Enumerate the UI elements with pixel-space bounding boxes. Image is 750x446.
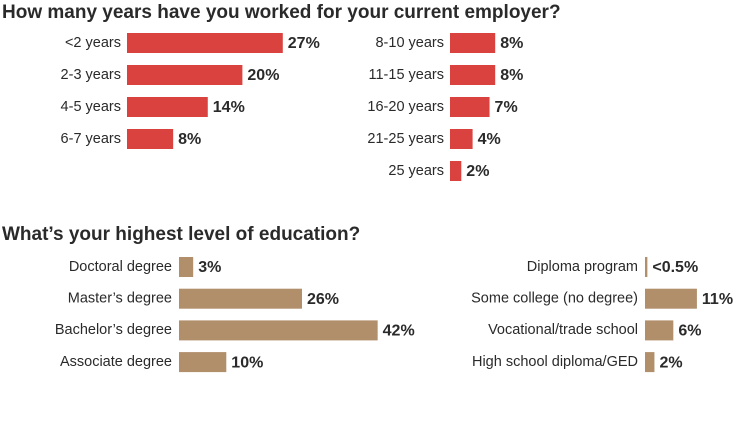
value-label: 3% — [198, 259, 221, 276]
bar — [127, 33, 283, 53]
category-label: Diploma program — [527, 259, 638, 275]
value-label: 2% — [659, 354, 682, 371]
bar — [645, 257, 648, 277]
category-label: <2 years — [65, 35, 121, 51]
value-label: 42% — [383, 323, 415, 340]
value-label: 8% — [178, 131, 201, 148]
category-label: 11-15 years — [369, 67, 445, 83]
value-label: 4% — [478, 131, 501, 148]
category-label: Vocational/trade school — [488, 322, 638, 338]
category-label: Associate degree — [60, 354, 172, 370]
value-label: 7% — [495, 99, 518, 116]
bar — [179, 257, 194, 277]
value-label: <0.5% — [652, 259, 698, 276]
category-label: Bachelor’s degree — [55, 322, 172, 338]
category-label: Doctoral degree — [69, 259, 172, 275]
bar — [645, 320, 674, 341]
value-label: 11% — [702, 291, 733, 308]
category-label: 25 years — [388, 163, 444, 179]
bar — [179, 352, 227, 373]
value-label: 2% — [466, 163, 489, 180]
value-label: 14% — [213, 99, 245, 116]
category-label: 6-7 years — [61, 131, 121, 147]
value-label: 26% — [307, 291, 339, 308]
value-label: 8% — [500, 35, 523, 52]
bar — [645, 352, 655, 373]
bar — [450, 33, 496, 53]
bar — [127, 65, 243, 85]
category-label: Master’s degree — [68, 291, 172, 307]
category-label: 8-10 years — [375, 35, 444, 51]
bar — [450, 97, 490, 117]
section-title: What’s your highest level of education? — [2, 224, 360, 245]
value-label: 10% — [231, 354, 263, 371]
bar — [450, 65, 496, 85]
category-label: 2-3 years — [61, 67, 121, 83]
value-label: 8% — [500, 67, 523, 84]
category-label: 21-25 years — [367, 131, 444, 147]
bar — [127, 97, 208, 117]
bar — [645, 288, 697, 309]
category-label: 4-5 years — [61, 99, 121, 115]
value-label: 20% — [247, 67, 279, 84]
bar — [450, 129, 473, 149]
category-label: High school diploma/GED — [472, 354, 638, 370]
category-label: Some college (no degree) — [471, 291, 638, 307]
bar — [179, 320, 378, 341]
bar — [127, 129, 174, 149]
category-label: 16-20 years — [367, 99, 444, 115]
value-label: 6% — [678, 323, 701, 340]
section-title: How many years have you worked for your … — [2, 2, 561, 23]
value-label: 27% — [288, 35, 320, 52]
bar — [179, 288, 302, 309]
bar — [450, 161, 462, 181]
